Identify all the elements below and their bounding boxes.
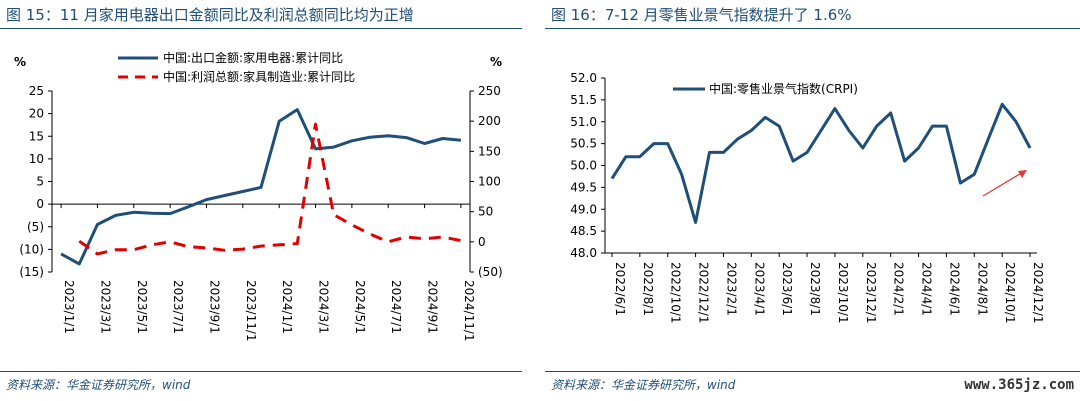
right-source-rule [545, 371, 1080, 372]
left-source-rule [0, 371, 522, 372]
left-chart-title: 图 15：11 月家用电器出口金额同比及利润总额同比均为正增 [6, 6, 414, 24]
right-y-tick-label: 100 [478, 175, 501, 189]
right-y-tick-label: 250 [478, 84, 501, 98]
x-tick-label: 2024/5/1 [353, 280, 367, 334]
right-y-tick-label: 0 [478, 235, 486, 249]
x-tick-label: 2024/11/1 [462, 280, 476, 342]
x-tick-label: 2024/3/1 [317, 280, 331, 334]
left-chart-source: 资料来源：华金证券研究所，wind [6, 378, 191, 392]
left-axis-unit: % [14, 55, 26, 69]
x-tick-label: 2023/8/1 [808, 262, 822, 316]
x-tick-label: 2024/10/1 [1003, 262, 1017, 324]
left-title-rule [0, 28, 522, 29]
x-tick-label: 2024/9/1 [426, 280, 440, 334]
x-tick-label: 2024/12/1 [1031, 262, 1045, 324]
y-tick-label: 50.5 [570, 137, 597, 151]
y-tick-label: 48.0 [570, 246, 597, 260]
y-tick-label: 48.5 [570, 224, 597, 238]
x-tick-label: 2022/6/1 [613, 262, 627, 316]
left-chart-svg: % %2520151050(5)(10)(15)250200150100500(5… [14, 50, 503, 342]
y-tick-label: 51.0 [570, 115, 597, 129]
left-y-tick-label: (5) [27, 220, 44, 234]
x-tick-label: 2023/2/1 [724, 262, 738, 316]
right-title-rule [545, 28, 1080, 29]
x-tick-label: 2022/10/1 [669, 262, 683, 324]
legend-label: 中国:零售业景气指数(CRPI) [709, 81, 858, 96]
right-chart-source: 资料来源：华金证券研究所，wind [551, 378, 736, 392]
trend-arrow-icon [982, 171, 1024, 197]
y-tick-label: 50.0 [570, 159, 597, 173]
right-chart-title: 图 16：7-12 月零售业景气指数提升了 1.6% [551, 6, 852, 24]
x-tick-label: 2024/6/1 [947, 262, 961, 316]
x-tick-label: 2022/8/1 [641, 262, 655, 316]
x-tick-label: 2024/8/1 [975, 262, 989, 316]
legend-label: 中国:利润总额:家具制造业:累计同比 [163, 69, 355, 84]
y-tick-label: 49.0 [570, 202, 597, 216]
left-y-tick-label: 25 [29, 84, 44, 98]
x-tick-label: 2024/7/1 [389, 280, 403, 334]
site-watermark: www.365jz.com [964, 377, 1074, 393]
x-tick-label: 2024/4/1 [920, 262, 934, 316]
x-tick-label: 2023/10/1 [836, 262, 850, 324]
x-tick-label: 2023/12/1 [864, 262, 878, 324]
right-y-tick-label: 200 [478, 114, 501, 128]
furniture-profit-series-line [78, 122, 462, 256]
right-y-tick-label: 150 [478, 144, 501, 158]
x-tick-label: 2023/4/1 [752, 262, 766, 316]
crpi-series-line [610, 102, 1032, 224]
x-tick-label: 2023/1/1 [62, 280, 76, 334]
trend-arrowhead-icon [1018, 170, 1027, 178]
right-y-tick-label: 50 [478, 205, 493, 219]
y-tick-label: 51.5 [570, 93, 597, 107]
left-y-tick-label: (15) [19, 265, 44, 279]
y-tick-label: 52.0 [570, 71, 597, 85]
appliance-export-series-line [60, 108, 462, 266]
y-tick-label: 49.5 [570, 180, 597, 194]
x-tick-label: 2023/7/1 [171, 280, 185, 334]
left-y-tick-label: 5 [36, 175, 44, 189]
legend-label: 中国:出口金额:家用电器:累计同比 [163, 50, 343, 65]
right-chart-svg: 52.0 51.5 51.0 50.5 50.0 49.5 49.0 48.5 48.0 2022… [570, 71, 1045, 324]
x-tick-label: 2023/6/1 [780, 262, 794, 316]
x-tick-label: 2023/5/1 [135, 280, 149, 334]
left-y-tick-label: (10) [19, 242, 44, 256]
x-tick-label: 2023/9/1 [207, 280, 221, 334]
x-tick-label: 2024/1/1 [280, 280, 294, 334]
right-axis-unit: % [490, 55, 502, 69]
left-y-tick-label: 20 [29, 107, 44, 121]
left-y-tick-label: 10 [29, 152, 44, 166]
left-y-tick-label: 15 [29, 129, 44, 143]
right-chart-panel: 图 16：7-12 月零售业景气指数提升了 1.6% 52.0 51.5 51.0 5… [545, 0, 1080, 401]
left-chart-panel: 图 15：11 月家用电器出口金额同比及利润总额同比均为正增 %% 25 20 15 1… [0, 0, 522, 401]
x-tick-label: 2023/3/1 [98, 280, 112, 334]
x-tick-label: 2023/11/1 [244, 280, 258, 342]
x-tick-label: 2024/2/1 [892, 262, 906, 316]
right-y-tick-label: (50) [478, 265, 503, 279]
left-y-tick-label: 0 [36, 197, 44, 211]
x-tick-label: 2022/12/1 [697, 262, 711, 324]
